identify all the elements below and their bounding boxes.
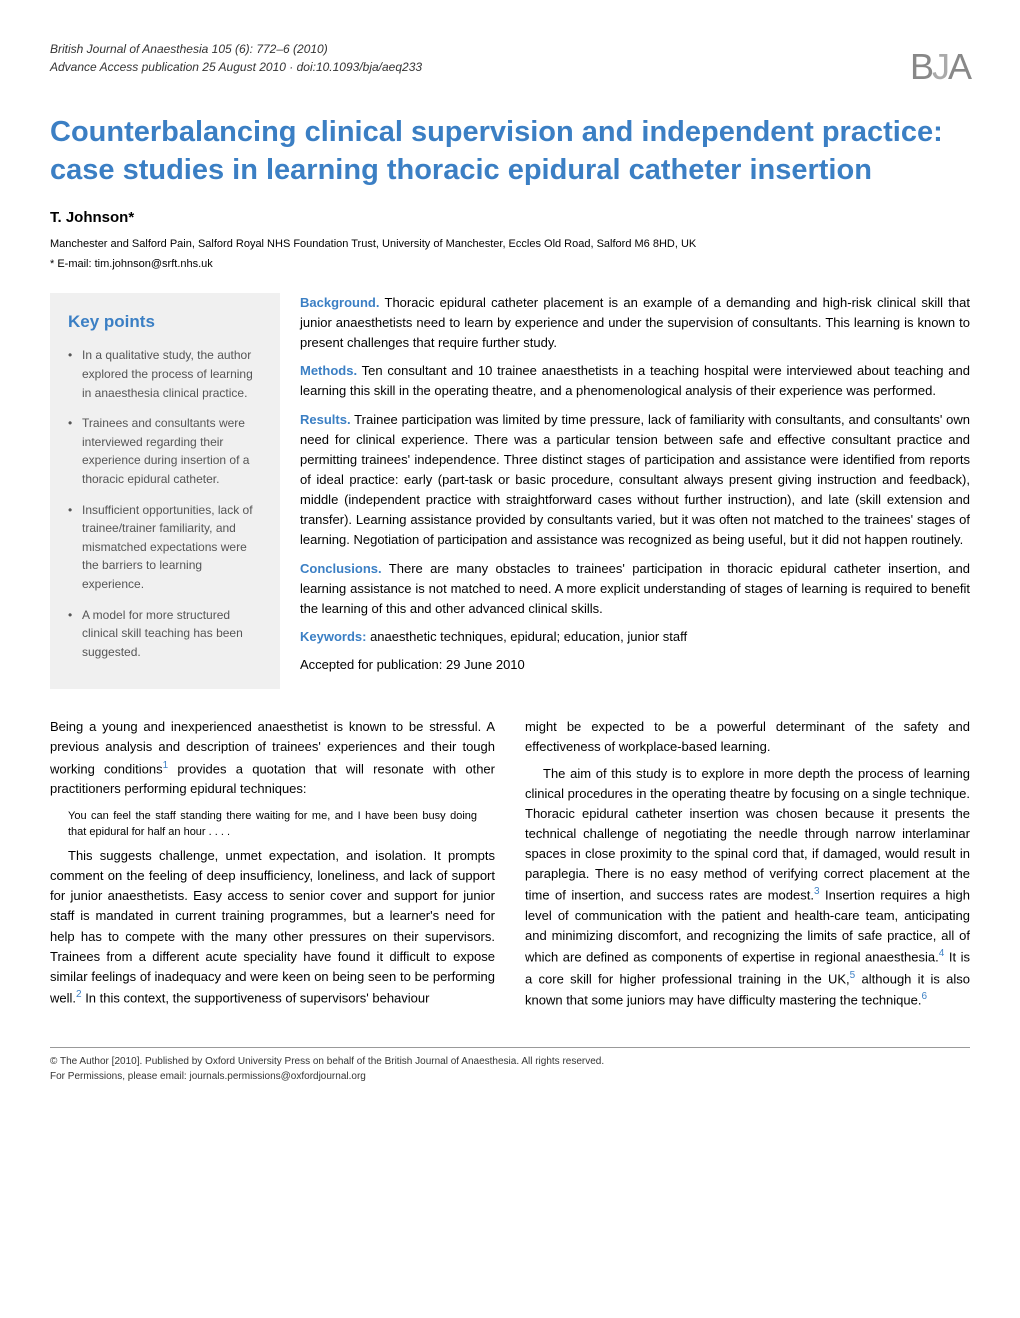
abstract-conclusions: Conclusions. There are many obstacles to… [300,559,970,619]
key-points-box: Key points In a qualitative study, the a… [50,293,280,689]
journal-info: British Journal of Anaesthesia 105 (6): … [50,40,422,76]
body-paragraph: might be expected to be a powerful deter… [525,717,970,757]
journal-logo: BJA [910,40,970,94]
background-label: Background. [300,295,379,310]
body-paragraph: The aim of this study is to explore in m… [525,764,970,1011]
journal-citation: British Journal of Anaesthesia 105 (6): … [50,40,422,58]
key-point-item: In a qualitative study, the author explo… [68,346,262,402]
journal-doi: Advance Access publication 25 August 201… [50,58,422,76]
reference-link[interactable]: 6 [921,991,927,1002]
author-email: * E-mail: tim.johnson@srft.nhs.uk [50,256,970,273]
key-points-list: In a qualitative study, the author explo… [68,346,262,661]
key-point-item: Trainees and consultants were interviewe… [68,414,262,488]
key-point-item: A model for more structured clinical ski… [68,606,262,662]
abstract-content: Background. Thoracic epidural catheter p… [300,293,970,689]
body-columns: Being a young and inexperienced anaesthe… [50,717,970,1016]
permissions-line: For Permissions, please email: journals.… [50,1069,970,1084]
abstract-accepted: Accepted for publication: 29 June 2010 [300,655,970,675]
methods-text: Ten consultant and 10 trainee anaestheti… [300,363,970,398]
header-row: British Journal of Anaesthesia 105 (6): … [50,40,970,94]
conclusions-text: There are many obstacles to trainees' pa… [300,561,970,616]
keywords-label: Keywords: [300,629,366,644]
body-column-left: Being a young and inexperienced anaesthe… [50,717,495,1016]
copyright-line: © The Author [2010]. Published by Oxford… [50,1054,970,1069]
body-column-right: might be expected to be a powerful deter… [525,717,970,1016]
results-text: Trainee participation was limited by tim… [300,412,970,548]
key-points-title: Key points [68,309,262,335]
conclusions-label: Conclusions. [300,561,382,576]
background-text: Thoracic epidural catheter placement is … [300,295,970,350]
author-affiliation: Manchester and Salford Pain, Salford Roy… [50,236,970,253]
methods-label: Methods. [300,363,357,378]
author-name: T. Johnson* [50,207,970,230]
abstract-methods: Methods. Ten consultant and 10 trainee a… [300,361,970,401]
results-label: Results. [300,412,351,427]
abstract-background: Background. Thoracic epidural catheter p… [300,293,970,353]
keywords-text: anaesthetic techniques, epidural; educat… [366,629,687,644]
key-point-item: Insufficient opportunities, lack of trai… [68,501,262,594]
email-label: * E-mail: [50,258,95,270]
abstract-results: Results. Trainee participation was limit… [300,410,970,551]
email-value: tim.johnson@srft.nhs.uk [95,258,213,270]
article-title: Counterbalancing clinical supervision an… [50,114,970,189]
body-quote: You can feel the staff standing there wa… [68,809,477,840]
page-footer: © The Author [2010]. Published by Oxford… [50,1047,970,1084]
abstract-container: Key points In a qualitative study, the a… [50,293,970,689]
abstract-keywords: Keywords: anaesthetic techniques, epidur… [300,627,970,647]
body-paragraph: This suggests challenge, unmet expectati… [50,846,495,1008]
body-paragraph: Being a young and inexperienced anaesthe… [50,717,495,799]
